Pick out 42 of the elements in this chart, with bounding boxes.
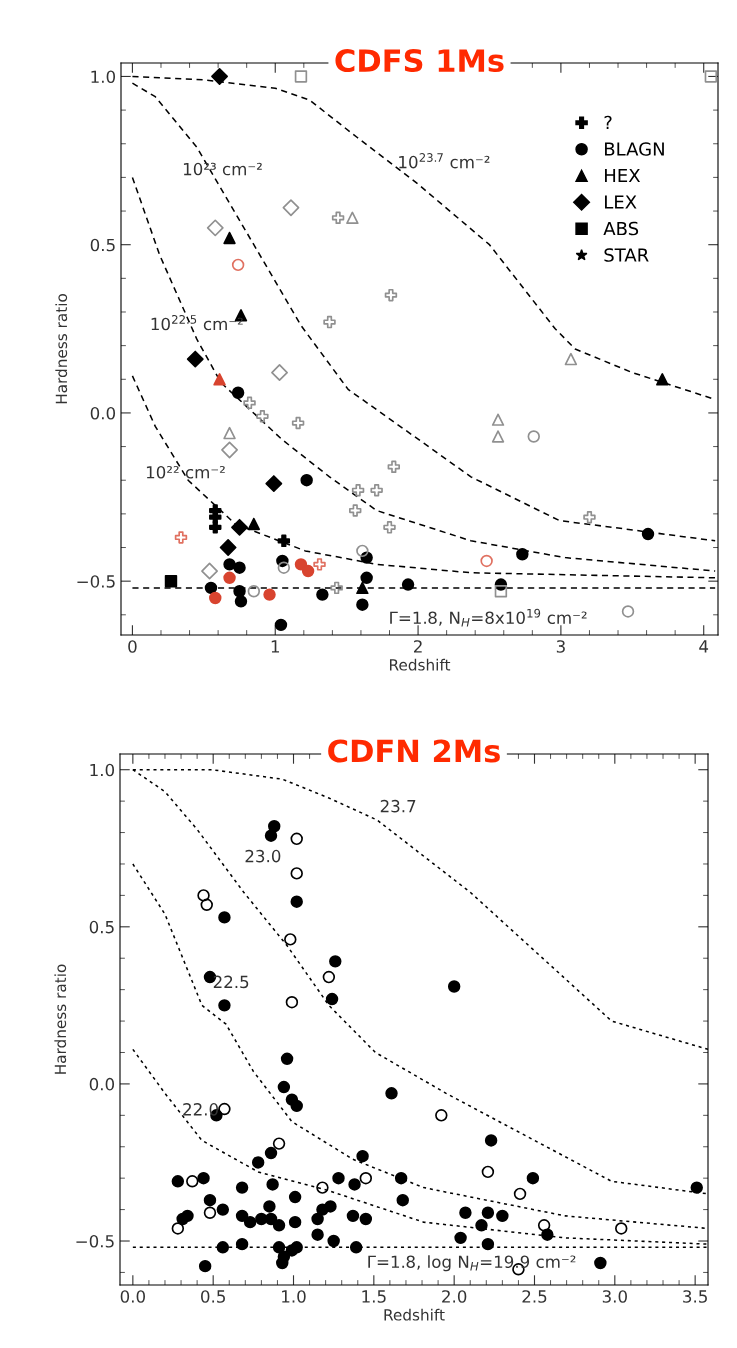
x-tick-label: 1 [271, 640, 280, 653]
x-tick-label: 1.5 [362, 1290, 386, 1303]
legend-label: STAR [604, 248, 649, 262]
y-tick-label: 0.0 [90, 406, 116, 420]
annotation: 22.5 [213, 975, 249, 989]
y-axis-title: Hardness ratio [54, 964, 67, 1074]
x-tick-label: 2.0 [442, 1290, 467, 1303]
legend-label: LEX [605, 195, 637, 209]
annotation: 10$^{23.7}$ cm⁻² [399, 153, 490, 169]
x-tick-label: 3.5 [683, 1290, 707, 1303]
y-tick-label: 1.0 [91, 70, 116, 84]
x-tick-label: 1.0 [282, 1290, 306, 1303]
legend-label: HEX [605, 168, 641, 183]
y-tick-label: 1.0 [90, 763, 115, 777]
y-tick-label: 0.0 [89, 1077, 115, 1091]
annotation: 23.7 [380, 799, 416, 813]
x-tick-label: 0.0 [120, 1290, 145, 1303]
x-tick-label: 0 [128, 640, 137, 653]
x-axis-title: Redshift [389, 658, 451, 671]
x-tick-label: 4 [699, 640, 709, 653]
x-tick-label: 3 [556, 640, 565, 653]
x-tick-label: 2 [413, 640, 422, 653]
legend-label: ABS [603, 221, 639, 236]
annotation: Γ=1.8, N$_{H}$=8x10$^{19}$ cm⁻² [390, 608, 587, 627]
annotation: 10²³ cm⁻² [183, 162, 262, 176]
legend-label: BLAGN [605, 142, 664, 156]
y-axis-title: Hardness ratio [55, 294, 68, 404]
y-tick-label: −0.5 [76, 1234, 114, 1248]
x-axis-title: Redshift [384, 1308, 445, 1321]
chart-title: CDFN 2Ms [328, 739, 500, 763]
chart-title: CDFS 1Ms [335, 49, 504, 73]
annotation: 10²² cm⁻² [146, 465, 225, 479]
annotation: 22.0 [183, 1103, 218, 1116]
x-tick-label: 0.5 [201, 1290, 225, 1303]
legend-label: ? [604, 115, 612, 130]
y-tick-label: 0.5 [90, 238, 115, 252]
annotation: 23.0 [245, 849, 281, 863]
y-tick-label: −0.5 [77, 575, 115, 588]
x-tick-label: 2.5 [522, 1290, 547, 1303]
x-tick-label: 3.0 [602, 1290, 627, 1303]
annotation: Γ=1.8, log N$_{H}$=19.9 cm⁻² [368, 1255, 576, 1272]
y-tick-label: 0.5 [89, 920, 114, 934]
